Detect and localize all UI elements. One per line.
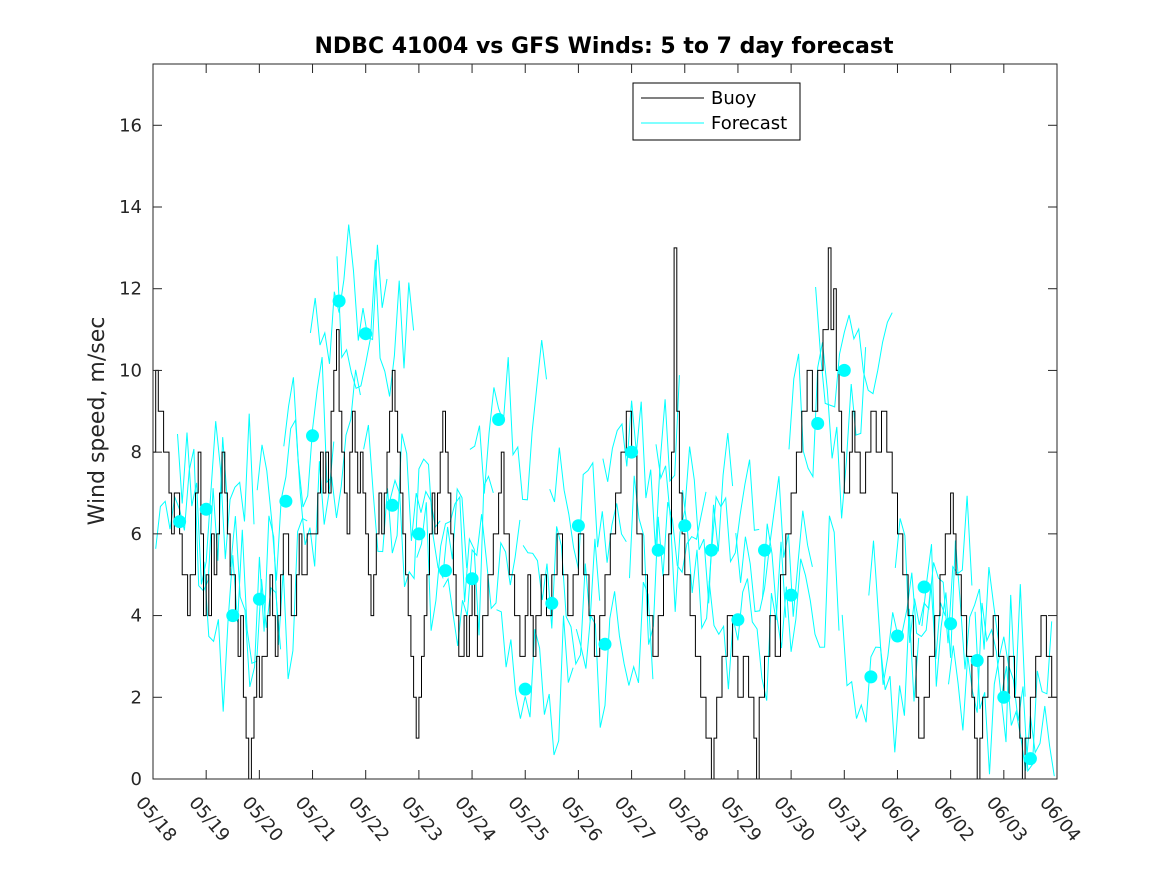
forecast-point <box>864 670 878 684</box>
chart-title: NDBC 41004 vs GFS Winds: 5 to 7 day fore… <box>315 34 894 59</box>
forecast-track <box>655 432 734 612</box>
forecast-point <box>598 637 612 651</box>
y-tick-label: 12 <box>119 279 142 300</box>
forecast-point <box>252 592 266 606</box>
forecast-point <box>678 519 692 533</box>
y-tick-label: 10 <box>119 360 142 381</box>
forecast-point <box>359 327 373 341</box>
y-tick-label: 2 <box>131 687 142 708</box>
forecast-track <box>1001 666 1055 777</box>
forecast-point <box>784 588 798 602</box>
forecast-track <box>602 375 680 550</box>
forecast-point <box>439 564 452 578</box>
forecast-track <box>363 424 441 554</box>
forecast-point <box>492 413 506 426</box>
forecast-point <box>332 294 346 308</box>
forecast-point <box>518 682 532 696</box>
y-axis-label: Wind speed, m/sec <box>85 317 110 526</box>
forecast-point <box>173 515 187 529</box>
forecast-track <box>974 611 1053 775</box>
forecast-point <box>199 502 213 516</box>
y-tick-label: 0 <box>131 769 142 790</box>
forecast-point <box>385 498 399 512</box>
forecast-point <box>571 519 585 533</box>
legend-box <box>632 82 801 141</box>
forecast-point <box>970 654 984 667</box>
forecast-track <box>629 475 707 645</box>
forecast-track <box>496 609 574 756</box>
axes <box>152 63 1058 780</box>
forecast-point <box>997 690 1011 704</box>
forecast-track <box>203 529 282 712</box>
forecast-track <box>735 476 813 617</box>
forecast-track <box>815 286 893 408</box>
forecast-track <box>469 340 547 501</box>
y-tick-label: 14 <box>119 197 142 218</box>
forecast-track <box>549 447 627 570</box>
buoy-series <box>153 247 1058 780</box>
forecast-point <box>1023 752 1037 766</box>
forecast-track <box>389 458 468 588</box>
forecast-point <box>891 629 904 643</box>
forecast-track <box>309 224 388 364</box>
forecast-point <box>279 494 293 508</box>
forecast-point <box>811 417 825 430</box>
forecast-track <box>868 540 946 685</box>
forecast-point <box>944 617 958 631</box>
forecast-point <box>306 429 319 443</box>
forecast-point <box>625 445 639 459</box>
legend: Buoy Forecast <box>632 82 801 141</box>
forecast-track <box>336 256 415 397</box>
forecast-track <box>682 459 760 630</box>
y-tick-label: 8 <box>131 442 142 463</box>
plot-frame <box>152 63 1058 780</box>
forecast-track <box>416 475 494 636</box>
forecast-track <box>283 357 361 518</box>
forecast-point <box>545 596 559 610</box>
y-tick-label: 6 <box>131 524 142 545</box>
buoy-line <box>153 247 1058 780</box>
forecast-point <box>837 363 851 377</box>
y-tick-label: 4 <box>131 606 142 627</box>
y-tick-label: 16 <box>119 115 142 136</box>
legend-label-forecast: Forecast <box>711 113 787 134</box>
forecast-point <box>917 580 931 594</box>
forecast-point <box>226 609 240 623</box>
forecast-markers <box>173 294 1037 766</box>
forecast-point <box>465 572 479 586</box>
forecast-track <box>155 437 228 592</box>
forecast-track <box>522 526 601 666</box>
forecast-point <box>731 613 745 627</box>
forecast-point <box>704 543 718 557</box>
forecast-point <box>412 527 426 541</box>
forecast-point <box>651 543 665 557</box>
forecast-track <box>708 541 787 701</box>
forecast-point <box>758 543 771 557</box>
forecast-track <box>575 581 654 728</box>
forecast-track <box>948 584 1026 743</box>
forecast-series <box>155 224 1055 777</box>
forecast-track <box>761 515 840 652</box>
legend-label-buoy: Buoy <box>711 88 757 109</box>
forecast-track <box>230 515 308 688</box>
forecast-track <box>177 413 255 585</box>
forecast-track <box>442 514 521 646</box>
